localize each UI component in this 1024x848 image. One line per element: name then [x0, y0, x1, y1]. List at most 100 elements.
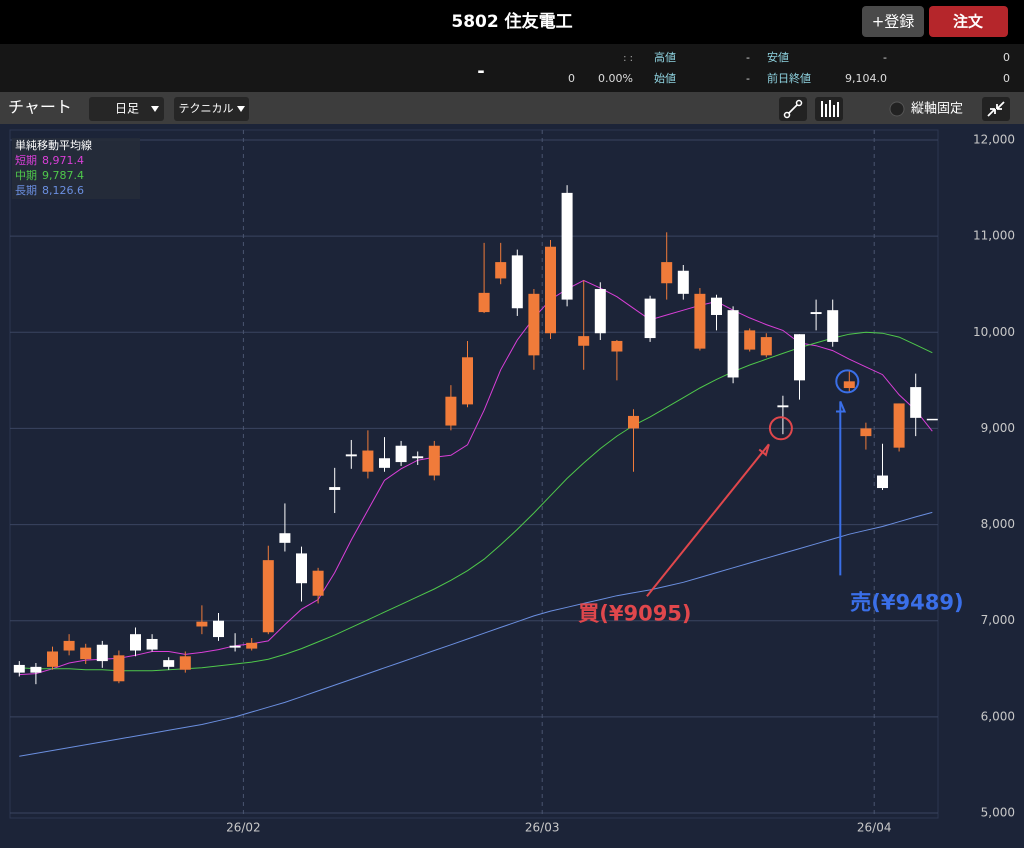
legend: 短期 8,971.4 中期 9,787.4 長期 8,126.6 [15, 154, 84, 197]
candle-body [329, 487, 341, 490]
candle-body [594, 289, 606, 334]
candle-body [760, 337, 772, 356]
order-label: 注文 [953, 13, 984, 31]
candle-body [96, 644, 108, 662]
candle-body [794, 334, 805, 381]
legend-value: 9,787.4 [42, 169, 84, 182]
quote-table: 高値 - 安値 - 0 始値 - 前日終値 9,104.0 0 [654, 50, 1010, 85]
quote-cell: 始値 [654, 71, 676, 85]
y-tick-label: 8,000 [981, 517, 1015, 531]
candle-body [445, 396, 457, 426]
candle-body [877, 475, 888, 489]
candle-body [727, 310, 739, 378]
annotation-arrow [646, 443, 770, 597]
candle-body [694, 293, 706, 349]
quote-cell: 前日終値 [767, 71, 811, 85]
y-tick-label: 5,000 [981, 806, 1015, 820]
fixed-axis-toggle[interactable] [889, 101, 905, 117]
time: : : [623, 53, 633, 64]
candle-body [511, 255, 523, 309]
candle-body [628, 415, 639, 429]
legend-box [12, 138, 140, 199]
collapse-button[interactable] [982, 97, 1010, 121]
annotation-arrowhead [758, 444, 770, 457]
x-tick-label: 26/03 [525, 821, 560, 835]
annotation-circle [835, 369, 860, 394]
candle-body [561, 192, 573, 300]
candle-body [545, 246, 556, 334]
dropdown-arrow [151, 106, 159, 112]
candle-body [412, 456, 424, 459]
candles [13, 185, 938, 685]
toolbar-label: チャート [8, 98, 72, 117]
annotation-label: 売(¥9489) [850, 590, 963, 614]
header-title: 5802 住友電工 [451, 11, 572, 32]
candle-body [428, 445, 440, 476]
price: - [477, 61, 484, 82]
candle-body [246, 642, 258, 649]
quote-cell: - [883, 51, 887, 64]
quote-cell: 0 [1003, 51, 1010, 64]
candle-body [229, 645, 241, 648]
y-tick-label: 12,000 [973, 133, 1015, 147]
x-tick-label: 26/02 [226, 821, 261, 835]
period-dropdown[interactable] [89, 97, 164, 121]
legend-value: 8,971.4 [42, 154, 84, 167]
candle-body [395, 445, 407, 463]
moving-average-line [19, 511, 933, 757]
annotation-label: 買(¥9095) [578, 601, 691, 625]
draw-tool-icon [795, 99, 803, 107]
y-tick-label: 9,000 [981, 421, 1015, 435]
quote-cell: 0 [1003, 72, 1010, 85]
candle-body [179, 656, 191, 670]
legend-name: 中期 [15, 169, 37, 182]
annotations: 買(¥9095) 売(¥9489) [578, 369, 964, 625]
candle-body [379, 458, 390, 468]
x-tick-label: 26/04 [857, 821, 892, 835]
candle-body [80, 647, 92, 660]
register-label: +登録 [872, 13, 915, 31]
candle-body [312, 570, 324, 596]
grid: 5,000 6,000 7,000 8,000 9,000 10,000 11,000 12,… [10, 130, 1015, 835]
quote-cell: - [746, 72, 750, 85]
quote-cell: - [746, 51, 750, 64]
candle-body [163, 660, 175, 667]
candle-body [843, 381, 855, 389]
candle-body [279, 533, 291, 543]
indicator-lines [19, 279, 933, 757]
toolbar [0, 92, 1024, 124]
candle-body [63, 640, 75, 651]
candle-body [196, 621, 208, 627]
candle-body [860, 428, 872, 437]
candle-body [362, 450, 374, 472]
candle-body [827, 310, 839, 342]
order-button[interactable] [929, 6, 1008, 37]
candle-type-icon [821, 100, 839, 117]
candle-body [661, 262, 673, 284]
collapse-icon [987, 101, 1005, 117]
legend-value: 8,126.6 [42, 184, 84, 197]
legend-name: 長期 [15, 184, 37, 197]
technical-dropdown[interactable] [174, 97, 249, 121]
period-label: 日足 [115, 102, 139, 116]
dropdown-arrow [237, 106, 245, 112]
y-tick-label: 6,000 [981, 709, 1015, 723]
candle-body [345, 454, 357, 457]
candle-body [893, 403, 905, 448]
candle-body [296, 553, 307, 584]
candle-body [495, 262, 507, 279]
y-tick-label: 10,000 [973, 325, 1015, 339]
register-button[interactable] [862, 6, 924, 37]
moving-average-line [19, 331, 933, 672]
candle-body [262, 560, 274, 633]
draw-tool-icon [783, 111, 791, 119]
quote-cell: 9,104.0 [845, 72, 887, 85]
candle-body [926, 418, 938, 421]
candle-body [47, 651, 58, 667]
technical-label: テクニカル [179, 102, 234, 115]
quote-cell: 高値 [654, 50, 676, 64]
candle-body [744, 330, 756, 350]
candle-body [146, 638, 158, 650]
